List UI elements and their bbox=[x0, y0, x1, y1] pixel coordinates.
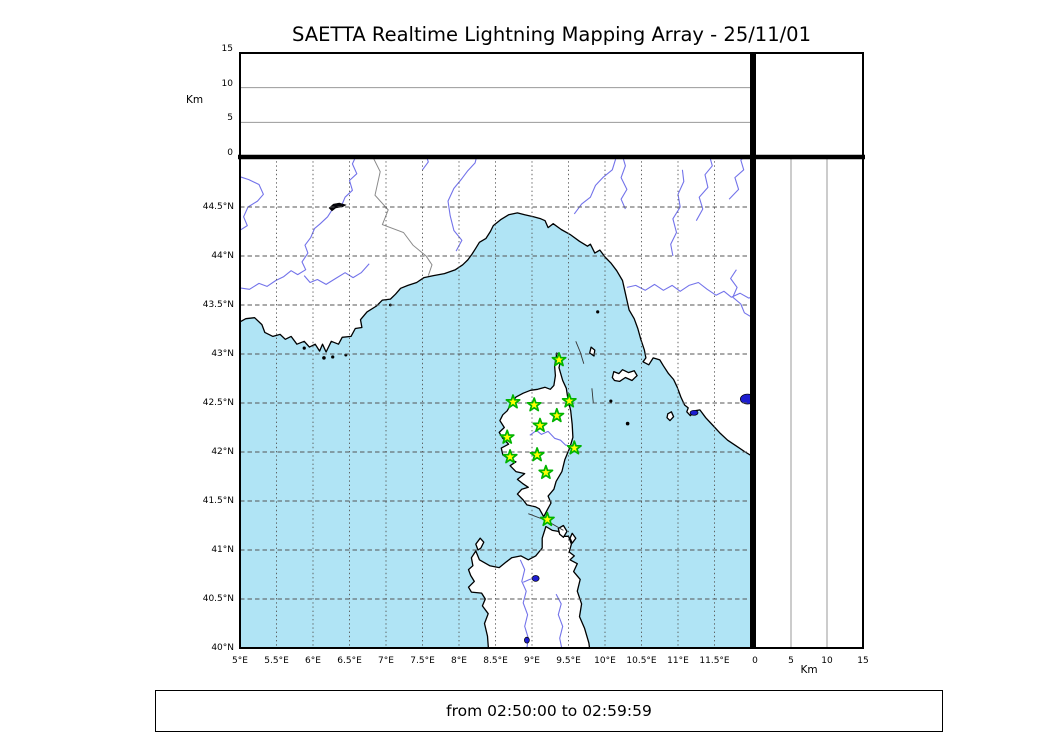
latitude-tick-label: 41°N bbox=[211, 545, 234, 555]
longitude-tick-label: 9°E bbox=[524, 656, 540, 666]
station-star-marker bbox=[529, 447, 545, 462]
latitude-tick-label: 42.5°N bbox=[202, 398, 234, 408]
altitude-tick-label: 10 bbox=[221, 78, 233, 89]
islet-dot bbox=[596, 310, 600, 314]
islet-dot bbox=[609, 399, 613, 403]
lake bbox=[531, 575, 540, 582]
sea-line bbox=[575, 341, 585, 364]
sea-line bbox=[591, 388, 594, 404]
station-star-marker bbox=[526, 397, 542, 412]
station-star-marker bbox=[539, 511, 555, 527]
elba-island bbox=[611, 369, 638, 383]
latitude-tick-label: 44°N bbox=[211, 251, 234, 261]
river bbox=[240, 209, 333, 290]
lake bbox=[689, 409, 699, 416]
station-star-marker bbox=[549, 407, 565, 423]
river bbox=[240, 176, 264, 231]
admin-borders bbox=[372, 157, 433, 276]
lake bbox=[740, 393, 751, 405]
longitude-tick-label: 8°E bbox=[451, 656, 467, 666]
altitude-longitude-panel bbox=[240, 53, 751, 157]
station-star-marker bbox=[502, 449, 518, 464]
longitude-tick-label: 11.5°E bbox=[699, 656, 730, 666]
islet-dot bbox=[302, 346, 306, 350]
islet-dot bbox=[331, 355, 335, 359]
station-star-marker bbox=[499, 429, 515, 444]
river bbox=[519, 559, 529, 648]
station-star-marker bbox=[551, 352, 567, 367]
river bbox=[341, 157, 358, 205]
altitude-tick-label: 10 bbox=[821, 656, 833, 666]
altitude-tick-label: 15 bbox=[857, 656, 869, 666]
map-gridlines bbox=[240, 157, 751, 648]
longitude-tick-label: 11°E bbox=[667, 656, 689, 666]
longitude-tick-label: 6.5°E bbox=[337, 656, 362, 666]
altitude-axis-unit-bottom: Km bbox=[800, 664, 818, 676]
longitude-tick-label: 5.5°E bbox=[264, 656, 289, 666]
river bbox=[620, 157, 628, 210]
river bbox=[447, 157, 478, 252]
river bbox=[730, 269, 751, 318]
rivers bbox=[240, 157, 751, 648]
latitude-tick-label: 44.5°N bbox=[202, 202, 234, 212]
islet-dot bbox=[322, 356, 326, 360]
altitude-tick-label: 5 bbox=[788, 656, 794, 666]
small-island bbox=[666, 411, 675, 422]
station-star-marker bbox=[538, 464, 554, 480]
altitude-axis-unit-left: Km bbox=[186, 94, 204, 106]
lma-stations bbox=[499, 352, 582, 527]
longitude-tick-label: 10°E bbox=[594, 656, 616, 666]
longitude-tick-label: 5°E bbox=[232, 656, 248, 666]
lake bbox=[524, 636, 530, 644]
river bbox=[555, 593, 564, 648]
latitude-altitude-panel bbox=[755, 157, 863, 648]
river bbox=[303, 263, 370, 285]
river bbox=[626, 281, 751, 299]
time-window-box: from 02:50:00 to 02:59:59 bbox=[155, 690, 943, 732]
altitude-tick-label: 15 bbox=[221, 44, 233, 54]
station-star-marker bbox=[505, 394, 521, 409]
station-star-marker bbox=[566, 440, 582, 455]
river bbox=[695, 157, 713, 221]
map-layer bbox=[240, 157, 751, 648]
station-star-marker bbox=[561, 393, 577, 408]
plot-title: SAETTA Realtime Lightning Mapping Array … bbox=[292, 23, 811, 46]
station-star-marker bbox=[532, 417, 548, 433]
latitude-tick-label: 41.5°N bbox=[202, 496, 234, 506]
longitude-tick-label: 7.5°E bbox=[410, 656, 435, 666]
longitude-tick-label: 9.5°E bbox=[556, 656, 581, 666]
longitude-tick-label: 7°E bbox=[378, 656, 394, 666]
river bbox=[573, 157, 617, 215]
altitude-tick-label: 0 bbox=[752, 656, 758, 666]
admin-border bbox=[372, 157, 433, 276]
corner-panel bbox=[755, 53, 863, 157]
latitude-tick-label: 43°N bbox=[211, 349, 234, 359]
river bbox=[670, 169, 685, 257]
altitude-tick-label: 5 bbox=[227, 113, 233, 124]
longitude-tick-label: 6°E bbox=[305, 656, 321, 666]
longitude-tick-label: 10.5°E bbox=[626, 656, 657, 666]
river bbox=[422, 157, 429, 171]
mainland-coast bbox=[240, 157, 751, 457]
longitude-tick-label: 8.5°E bbox=[483, 656, 508, 666]
latitude-tick-label: 40°N bbox=[211, 643, 234, 653]
altitude-tick-label: 0 bbox=[227, 148, 233, 158]
time-window-text: from 02:50:00 to 02:59:59 bbox=[446, 702, 652, 720]
latitude-tick-label: 42°N bbox=[211, 447, 234, 457]
small-island bbox=[569, 532, 577, 544]
land-polygons bbox=[240, 157, 751, 648]
panel-frames bbox=[238, 52, 865, 649]
latitude-tick-label: 43.5°N bbox=[202, 300, 234, 310]
corsica-coast bbox=[498, 352, 574, 518]
small-island bbox=[475, 537, 485, 551]
islet-dot bbox=[625, 421, 630, 426]
latitude-tick-label: 40.5°N bbox=[202, 594, 234, 604]
